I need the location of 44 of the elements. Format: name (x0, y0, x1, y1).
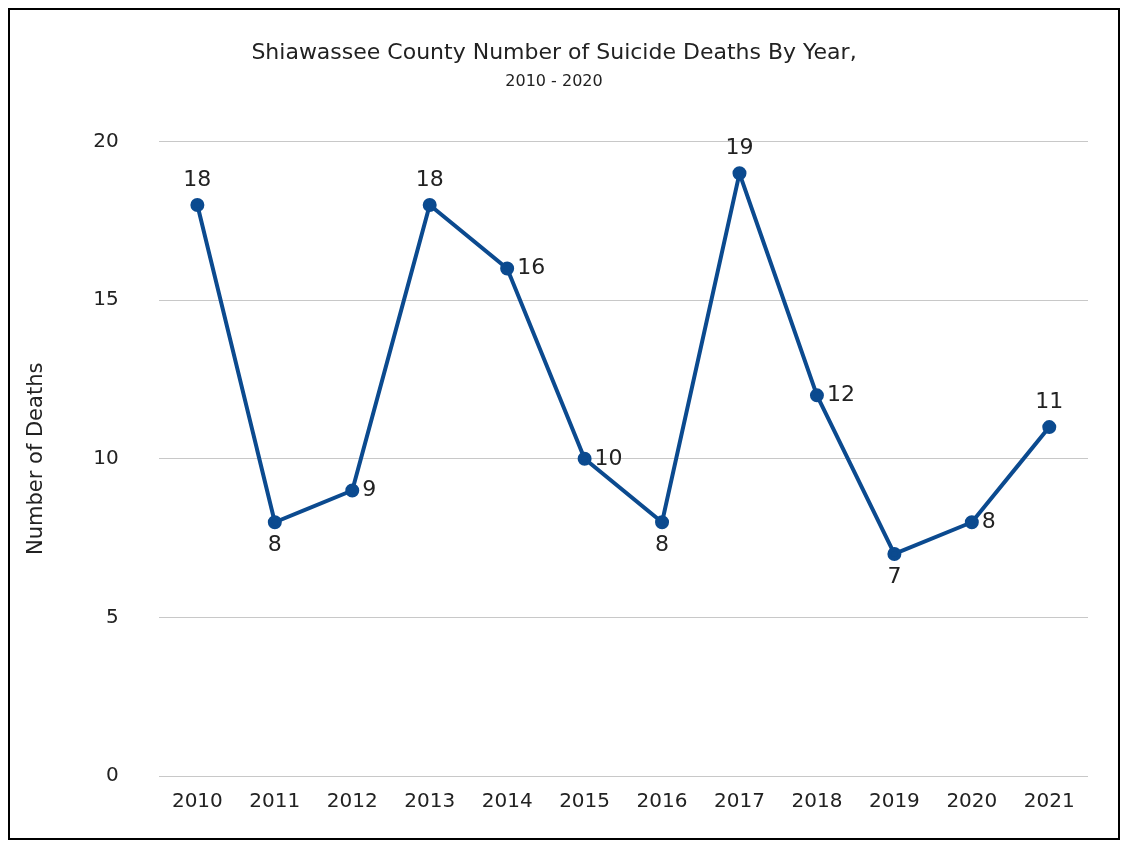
point (1042, 420, 1057, 435)
x-tick-label: 2018 (791, 788, 843, 813)
data-label: 11 (1035, 387, 1064, 413)
x-tick-label: 2012 (326, 788, 378, 813)
y-tick-label: 15 (93, 286, 119, 311)
point (190, 198, 205, 213)
x-tick-label: 2013 (404, 788, 456, 813)
y-tick-label: 20 (93, 127, 119, 152)
x-tick-label: 2015 (559, 788, 611, 813)
point (655, 515, 670, 530)
data-label: 7 (887, 562, 902, 588)
x-tick-label: 2011 (249, 788, 301, 813)
data-label: 18 (183, 165, 212, 191)
data-label: 10 (594, 444, 623, 470)
x-tick-label: 2010 (171, 788, 223, 813)
point (422, 198, 437, 213)
point (887, 546, 902, 561)
x-tick-label: 2014 (481, 788, 533, 813)
data-label: 9 (362, 476, 377, 502)
data-label: 18 (415, 165, 444, 191)
y-axis-title: Number of Deaths (23, 362, 48, 555)
y-tick-label: 0 (105, 762, 119, 787)
chart-subtitle: 2010 - 2020 (505, 71, 603, 91)
point (345, 483, 360, 498)
point (964, 515, 979, 530)
point (500, 261, 515, 276)
data-label: 8 (981, 507, 996, 533)
data-label: 16 (517, 254, 546, 280)
x-tick-label: 2019 (868, 788, 920, 813)
y-tick-label: 10 (93, 445, 119, 469)
chart-title: Shiawassee County Number of Suicide Deaths By Year, (251, 38, 857, 64)
point (732, 166, 747, 181)
y-tick-label: 5 (105, 603, 119, 628)
data-label: 8 (267, 530, 282, 556)
data-label: 8 (655, 530, 670, 556)
x-tick-label: 2020 (946, 788, 998, 813)
point (809, 388, 824, 403)
x-tick-label: 2021 (1023, 788, 1075, 813)
x-tick-label: 2016 (636, 788, 688, 813)
data-label: 12 (826, 381, 855, 407)
x-tick-label: 2017 (714, 788, 765, 813)
point (577, 451, 592, 466)
data-label: 19 (725, 134, 754, 160)
point (267, 515, 282, 530)
